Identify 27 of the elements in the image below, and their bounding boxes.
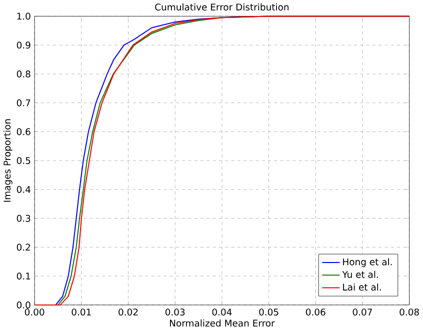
y-tick-label: 0.1 bbox=[16, 272, 30, 280]
y-tick-label: 0.6 bbox=[16, 128, 30, 136]
legend-label: Hong et al. bbox=[343, 258, 392, 268]
line-series bbox=[34, 16, 410, 306]
y-tick-label: 0.2 bbox=[16, 244, 30, 251]
x-axis-title: Normalized Mean Error bbox=[170, 319, 275, 327]
y-tick-label: 1.0 bbox=[17, 12, 30, 20]
x-tick-label: 0.06 bbox=[306, 308, 326, 316]
x-tick-label: 0.01 bbox=[72, 308, 91, 316]
y-tick-label: 0.9 bbox=[16, 42, 30, 49]
x-tick-label: 0.00 bbox=[24, 308, 44, 316]
y-tick-label: 0.5 bbox=[16, 157, 30, 164]
x-tick-label: 0.02 bbox=[118, 308, 138, 316]
legend-label: Lai et al. bbox=[343, 283, 381, 291]
x-tick-label: 0.05 bbox=[259, 308, 278, 316]
y-tick-label: 0.4 bbox=[16, 186, 30, 193]
x-tick-label: 0.04 bbox=[212, 308, 232, 316]
y-tick-label: 0.0 bbox=[16, 301, 30, 308]
x-tick-label: 0.03 bbox=[165, 308, 185, 316]
chart-title: Cumulative Error Distribution bbox=[155, 3, 289, 11]
x-tick-label: 0.08 bbox=[400, 308, 419, 316]
x-tick-label: 0.07 bbox=[352, 308, 372, 316]
y-axis-title: Images Proportion bbox=[3, 119, 12, 202]
y-tick-label: 0.7 bbox=[16, 99, 30, 106]
legend-label: Yu et al. bbox=[342, 270, 378, 278]
y-tick-label: 0.8 bbox=[16, 70, 30, 78]
y-tick-label: 0.3 bbox=[16, 214, 30, 222]
